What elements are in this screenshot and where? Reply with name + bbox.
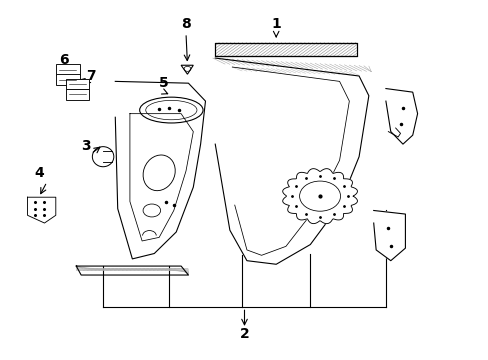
FancyBboxPatch shape — [56, 75, 80, 85]
Text: 7: 7 — [86, 69, 96, 83]
FancyBboxPatch shape — [65, 89, 89, 99]
Polygon shape — [282, 168, 357, 224]
Polygon shape — [373, 211, 405, 261]
Text: 8: 8 — [181, 17, 190, 31]
Text: 5: 5 — [159, 76, 168, 90]
Text: 2: 2 — [239, 327, 249, 341]
Polygon shape — [115, 81, 205, 259]
Text: 4: 4 — [35, 166, 44, 180]
FancyBboxPatch shape — [65, 78, 89, 89]
Bar — [215, 42, 356, 56]
Polygon shape — [76, 266, 188, 275]
Polygon shape — [385, 89, 417, 144]
FancyBboxPatch shape — [56, 64, 80, 75]
Text: 6: 6 — [59, 53, 69, 67]
Bar — [215, 42, 356, 56]
Text: 1: 1 — [271, 17, 281, 31]
Polygon shape — [215, 58, 368, 264]
Text: 3: 3 — [81, 139, 91, 153]
Polygon shape — [27, 197, 56, 223]
